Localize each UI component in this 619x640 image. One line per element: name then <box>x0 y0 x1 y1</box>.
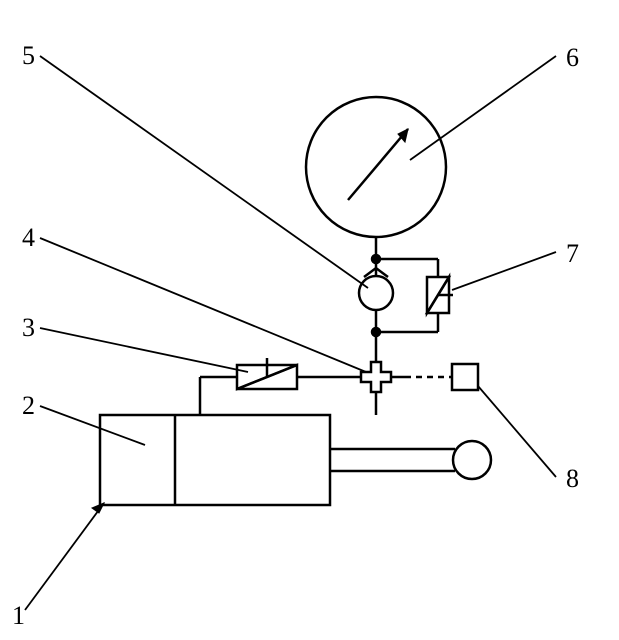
leader-1 <box>25 503 104 610</box>
label-1: 1 <box>12 601 25 630</box>
leader-6 <box>410 56 556 160</box>
cylinder-body <box>100 415 330 505</box>
label-2: 2 <box>22 391 35 420</box>
label-5: 5 <box>22 41 35 70</box>
leader-5 <box>40 56 368 288</box>
label-3: 3 <box>22 313 35 342</box>
check-valve-5 <box>359 276 393 310</box>
rod-end <box>453 441 491 479</box>
leader-4 <box>40 238 366 372</box>
block-8 <box>452 364 478 390</box>
junction-high <box>372 255 380 263</box>
cross-fitting-4 <box>361 362 391 392</box>
leader-7 <box>452 252 556 290</box>
label-8: 8 <box>566 464 579 493</box>
label-7: 7 <box>566 239 579 268</box>
label-4: 4 <box>22 223 35 252</box>
junction-low <box>372 328 380 336</box>
leader-2 <box>40 406 145 445</box>
hydraulic-schematic: 1 2 3 4 5 6 7 8 <box>0 0 619 640</box>
leader-1-arrowhead <box>92 503 104 513</box>
leader-3 <box>40 328 248 372</box>
label-6: 6 <box>566 43 579 72</box>
gauge-6-needle <box>348 129 408 200</box>
